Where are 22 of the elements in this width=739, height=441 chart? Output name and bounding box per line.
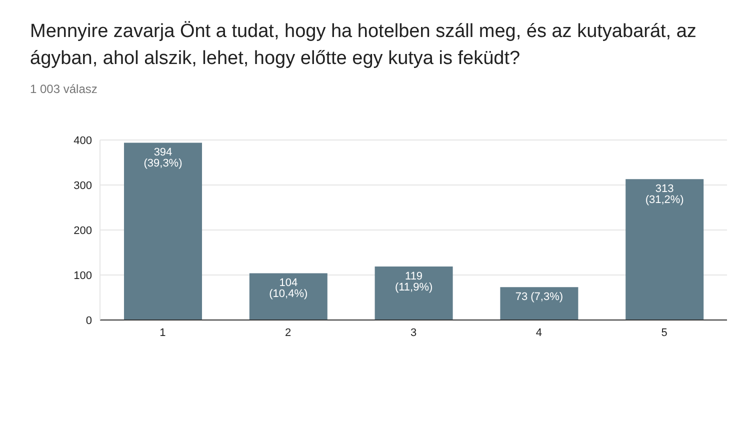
data-label: 394 (39,3%)	[144, 146, 182, 170]
chart-title: Mennyire zavarja Önt a tudat, hogy ha hotelben száll meg, és az kutyabarát, az ágyban, ahol alszik, lehet, hogy előtte egy kutya is feküdt?	[30, 20, 698, 71]
y-tick-label: 0	[86, 314, 92, 327]
x-tick-label: 1	[160, 326, 166, 339]
y-tick-label: 400	[74, 134, 92, 147]
bar	[124, 142, 202, 320]
x-tick-label: 4	[536, 326, 542, 339]
chart-subtitle: 1 003 válasz	[30, 82, 98, 96]
bar	[500, 287, 578, 320]
data-label: 313 (31,2%)	[645, 182, 684, 206]
bar	[249, 273, 328, 320]
y-tick-label: 300	[74, 180, 92, 192]
data-label: 104 (10,4%)	[269, 277, 308, 300]
x-tick-label: 5	[661, 326, 668, 339]
y-tick-label: 200	[74, 224, 92, 237]
y-tick-label: 100	[74, 270, 92, 282]
bar	[374, 266, 453, 320]
x-tick-label: 2	[285, 326, 292, 339]
x-tick-label: 3	[410, 326, 417, 339]
bar	[626, 179, 704, 320]
data-label: 73 (7,3%)	[515, 290, 564, 303]
data-label: 119 (11,9%)	[394, 270, 433, 294]
